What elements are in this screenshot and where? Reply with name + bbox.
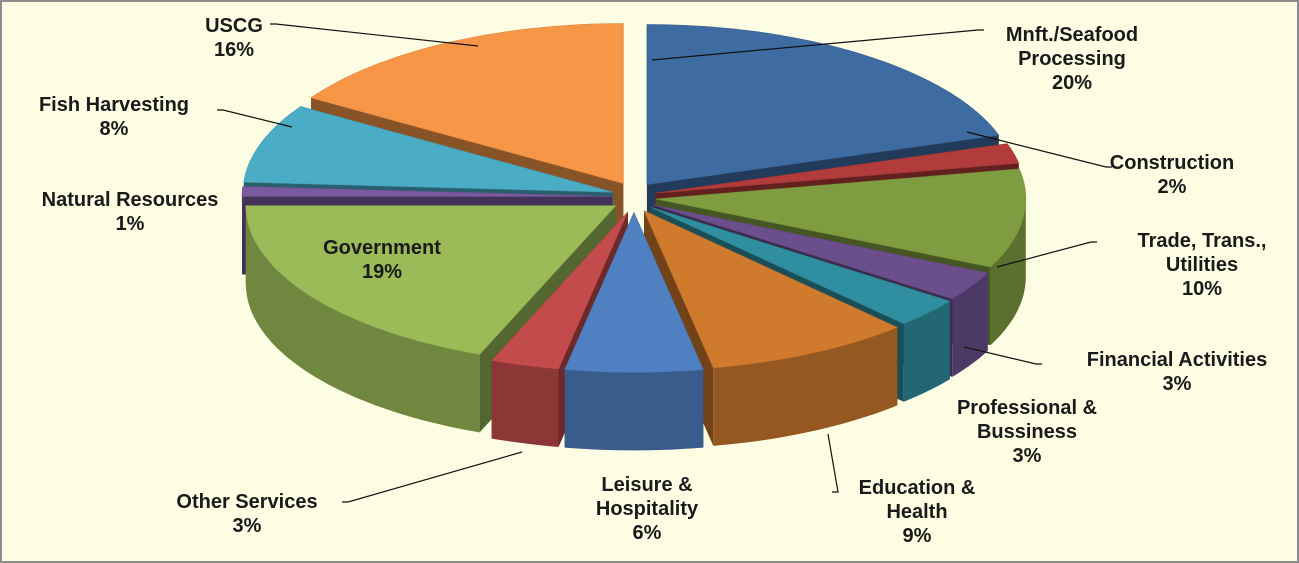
category-name: Education & Health — [858, 477, 976, 523]
slice — [491, 211, 629, 370]
slice-side — [990, 198, 1026, 346]
slice — [650, 206, 951, 325]
category-name: Trade, Trans., Utilities — [1137, 230, 1267, 276]
category-name: Government — [323, 237, 441, 259]
category-name: Mnft./Seafood Processing — [1005, 24, 1139, 70]
category-name: Fish Harvesting — [38, 94, 190, 116]
slice-side — [903, 301, 950, 402]
value-label: 2% — [1157, 176, 1187, 198]
value-label: 10% — [1181, 278, 1223, 300]
slice-label: Leisure & Hospitality 6% — [567, 473, 727, 545]
slice — [564, 211, 704, 373]
slice-label: Professional & Bussiness 3% — [927, 396, 1127, 468]
slice — [655, 143, 1020, 194]
slice — [646, 24, 1000, 185]
leader-line — [963, 346, 1042, 365]
slice-label: Construction 2% — [1087, 151, 1257, 199]
slice-label: Financial Activities 3% — [1047, 348, 1297, 396]
category-name: Financial Activities — [1086, 349, 1268, 371]
leader-line — [342, 451, 523, 503]
slice-side — [713, 327, 898, 446]
category-name: Leisure & Hospitality — [595, 474, 699, 520]
slice-side — [491, 360, 559, 447]
value-label: 6% — [632, 522, 662, 544]
value-label: 16% — [213, 39, 255, 61]
slice-label: Mnft./Seafood Processing 20% — [962, 23, 1182, 95]
value-label: 1% — [115, 213, 145, 235]
slice — [655, 168, 1027, 268]
value-label: 8% — [99, 118, 129, 140]
slice-label: Fish Harvesting 8% — [2, 93, 229, 141]
category-name: Natural Resources — [41, 189, 219, 211]
leader-line — [966, 131, 1112, 168]
slice — [652, 204, 989, 300]
category-name: Construction — [1109, 152, 1235, 174]
slice-label: Natural Resources 1% — [5, 188, 255, 236]
slice-label: Government 19% — [287, 236, 477, 284]
value-label: 3% — [232, 515, 262, 537]
value-label: 20% — [1051, 72, 1093, 94]
leader-line — [270, 23, 479, 47]
leader-line — [651, 29, 984, 61]
slice-label: Education & Health 9% — [832, 476, 1002, 548]
slice — [310, 23, 624, 184]
leader-line — [217, 109, 293, 128]
slice — [643, 210, 899, 369]
slice-label: Trade, Trans., Utilities 10% — [1107, 229, 1297, 301]
slice — [243, 106, 614, 193]
slice — [241, 186, 613, 197]
leader-line — [827, 433, 839, 493]
slice-label: Other Services 3% — [147, 490, 347, 538]
value-label: 3% — [1162, 373, 1192, 395]
category-name: Other Services — [176, 491, 318, 513]
value-label: 9% — [902, 525, 932, 547]
category-name: USCG — [205, 15, 263, 37]
slice-label: USCG 16% — [174, 14, 294, 62]
slice-side — [245, 205, 480, 433]
category-name: Professional & Bussiness — [956, 397, 1098, 443]
leader-line — [996, 241, 1097, 268]
value-label: 3% — [1012, 445, 1042, 467]
value-label: 19% — [361, 261, 403, 283]
slice-side — [564, 369, 704, 451]
slice — [245, 205, 617, 355]
